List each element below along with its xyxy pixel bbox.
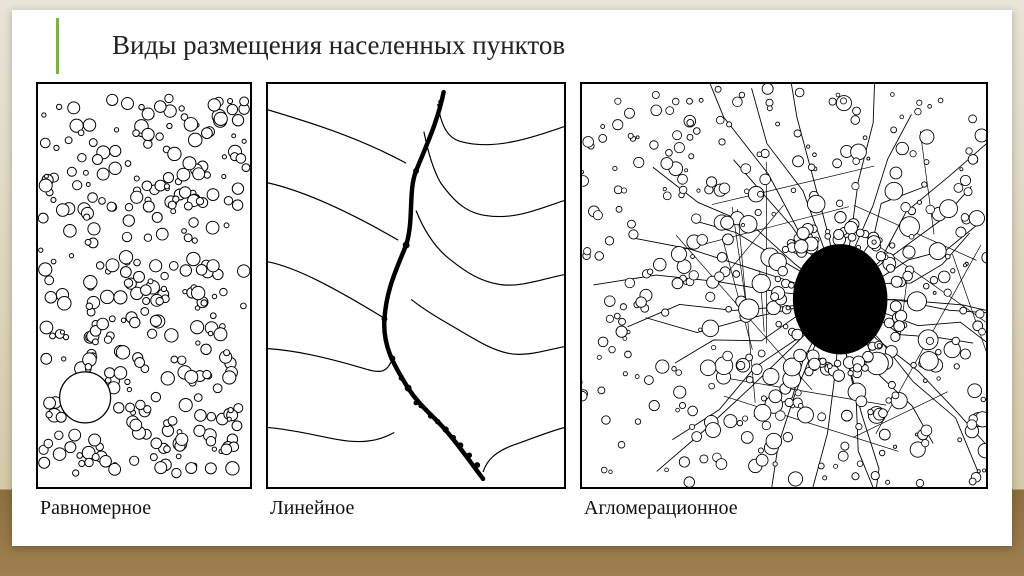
slide-title: Виды размещения населенных пунктов bbox=[112, 30, 565, 61]
frame-uniform bbox=[36, 82, 252, 489]
slide: Виды размещения населенных пунктов Равно… bbox=[12, 10, 1012, 546]
frame-linear bbox=[266, 82, 566, 489]
panels-row: Равномерное Линейное Агломерационное bbox=[36, 82, 988, 520]
diagram-linear bbox=[268, 84, 564, 487]
panel-uniform: Равномерное bbox=[36, 82, 252, 520]
caption-linear: Линейное bbox=[266, 497, 354, 520]
caption-agglomeration: Агломерационное bbox=[580, 497, 738, 520]
caption-uniform: Равномерное bbox=[36, 497, 151, 520]
diagram-uniform bbox=[38, 84, 250, 487]
panel-agglomeration: Агломерационное bbox=[580, 82, 988, 520]
panel-linear: Линейное bbox=[266, 82, 566, 520]
accent-bar bbox=[56, 18, 59, 74]
frame-agglomeration bbox=[580, 82, 988, 489]
diagram-agglomeration bbox=[582, 84, 986, 487]
